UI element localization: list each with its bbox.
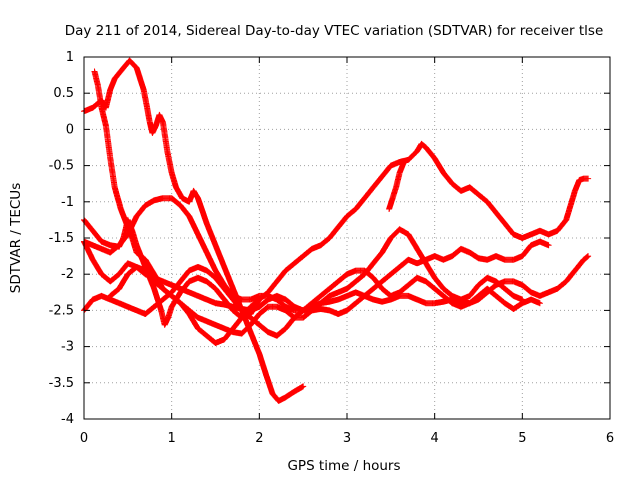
x-tick-label: 5: [518, 431, 526, 446]
x-tick-label: 0: [80, 431, 88, 446]
x-tick-label: 6: [606, 431, 614, 446]
y-tick-label: -3.5: [49, 376, 74, 391]
axis-ticks: 0 1 2 3 4 5 6 -4 -3.5 -3 -2.5 -2 -1.5 -1 -0.5 0 0.5 1: [49, 50, 615, 446]
x-axis-label: GPS time / hours: [287, 458, 400, 474]
y-tick-label: 1: [66, 50, 74, 65]
chart-title: Day 211 of 2014, Sidereal Day-to-day VTE…: [65, 23, 604, 39]
y-tick-label: -4: [61, 412, 74, 427]
y-tick-label: -2: [61, 267, 74, 282]
series-markers: [386, 159, 407, 212]
y-tick-label: 0.5: [53, 86, 74, 101]
y-axis-label: SDTVAR / TECUs: [8, 183, 24, 293]
y-tick-label: -0.5: [49, 159, 74, 174]
y-tick-label: -3: [61, 340, 74, 355]
x-tick-label: 4: [431, 431, 439, 446]
x-tick-label: 2: [255, 431, 263, 446]
y-tick-label: -2.5: [49, 303, 74, 318]
y-tick-label: 0: [66, 122, 74, 137]
x-tick-label: 3: [343, 431, 351, 446]
series-sat-d: [386, 159, 407, 212]
y-tick-label: -1.5: [49, 231, 74, 246]
x-tick-label: 1: [168, 431, 176, 446]
y-tick-label: -1: [61, 195, 74, 210]
